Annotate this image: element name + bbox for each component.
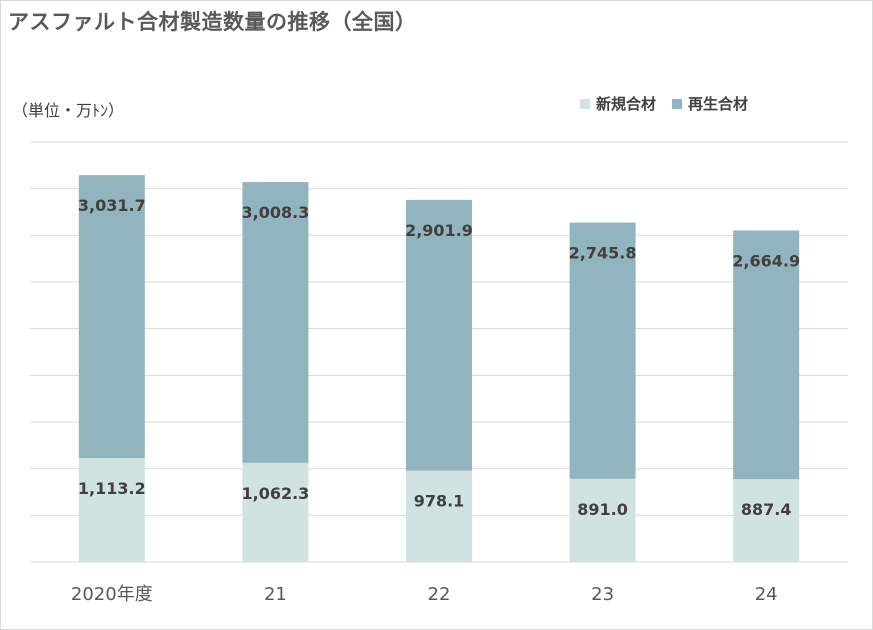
legend-item-new: 新規合材	[580, 93, 656, 114]
legend-item-recycled: 再生合材	[672, 93, 748, 114]
data-label-new: 1,062.3	[241, 484, 309, 503]
bar-new-material	[242, 462, 309, 562]
chart-title: アスファルト合材製造数量の推移（全国）	[8, 10, 417, 34]
x-tick-label: 21	[264, 584, 287, 605]
data-label-new: 891.0	[577, 500, 628, 519]
legend-label-recycled: 再生合材	[688, 95, 749, 113]
bar-recycled-material	[406, 199, 472, 471]
x-tick-label: 23	[591, 584, 614, 605]
data-label-recycled: 2,664.9	[732, 251, 800, 270]
legend-swatch-new	[580, 98, 590, 109]
legend-label-new: 新規合材	[596, 95, 657, 113]
bar-new-material	[406, 470, 472, 562]
legend: 新規合材 再生合材	[580, 93, 748, 114]
bar-recycled-material	[733, 230, 800, 480]
unit-label: （単位・万ﾄﾝ）	[12, 101, 125, 120]
legend-swatch-recycled	[672, 98, 683, 109]
data-label-recycled: 2,901.9	[405, 221, 473, 240]
bar-new-material	[78, 458, 145, 562]
bar-recycled-material	[78, 175, 145, 459]
bar-recycled-material	[242, 182, 309, 463]
data-label-new: 1,113.2	[78, 479, 146, 498]
data-label-new: 887.4	[741, 500, 792, 519]
data-label-recycled: 3,031.7	[78, 196, 146, 215]
bar-new-material	[569, 478, 636, 562]
x-tick-label: 22	[428, 584, 451, 605]
data-label-recycled: 2,745.8	[569, 244, 637, 263]
x-tick-label: 2020年度	[71, 584, 153, 605]
data-label-new: 978.1	[414, 492, 465, 511]
bar-recycled-material	[569, 222, 636, 479]
x-tick-label: 24	[755, 584, 778, 605]
bar-new-material	[733, 479, 800, 562]
data-label-recycled: 3,008.3	[241, 203, 309, 222]
